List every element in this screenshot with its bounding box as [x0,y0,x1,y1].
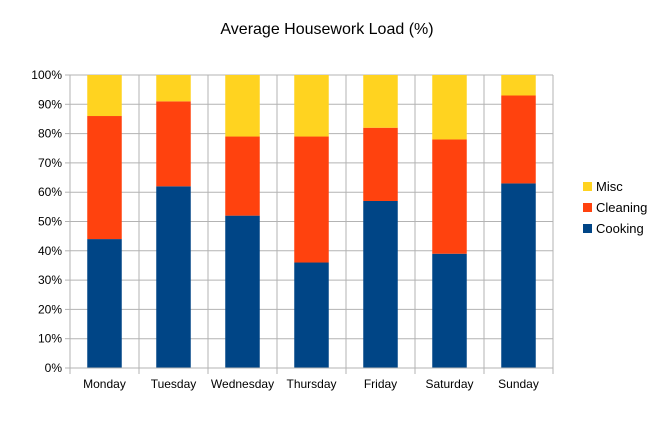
bar-cooking-friday [363,200,398,368]
bar-cleaning-monday [87,116,122,240]
bar-misc-saturday [432,75,467,140]
y-tick-label: 60% [38,185,62,199]
x-tick-label: Saturday [425,377,473,391]
legend-label: Misc [596,179,623,194]
bar-cleaning-wednesday [225,136,260,216]
x-tick-label: Thursday [286,377,336,391]
bar-cleaning-saturday [432,139,467,254]
legend-item-misc: Misc [583,179,623,194]
x-tick-label: Sunday [498,377,539,391]
legend-label: Cooking [596,221,644,236]
y-tick-label: 30% [38,273,62,287]
chart-title: Average Housework Load (%) [220,21,433,38]
axes: 0% 10% 20% 30% 40% 50% 60% 70% 80% 90% 100% Monday T… [31,68,553,391]
bar-cooking-monday [87,239,122,368]
y-tick-label: 20% [38,302,62,316]
bar-cooking-sunday [501,183,536,368]
x-tick-label: Friday [364,377,397,391]
bar-misc-thursday [294,75,329,137]
y-tick-label: 0% [45,361,63,375]
bar-cleaning-thursday [294,136,329,263]
y-tick-label: 100% [31,68,62,82]
bar-cooking-tuesday [156,186,191,368]
x-tick-label: Wednesday [211,377,274,391]
bar-misc-friday [363,75,398,128]
y-tick-label: 40% [38,244,62,258]
bar-cleaning-sunday [501,95,536,184]
y-tick-label: 80% [38,127,62,141]
y-tick-label: 90% [38,97,62,111]
bar-misc-tuesday [156,75,191,102]
bar-misc-monday [87,75,122,117]
y-tick-label: 70% [38,156,62,170]
y-tick-label: 10% [38,332,62,346]
legend-swatch [583,203,592,212]
bar-cooking-wednesday [225,215,260,368]
bars [87,75,536,368]
legend-swatch [583,182,592,191]
legend-swatch [583,224,592,233]
x-tick-label: Tuesday [151,377,197,391]
bar-misc-sunday [501,75,536,96]
legend-item-cooking: Cooking [583,221,644,236]
legend-label: Cleaning [596,200,647,215]
bar-cooking-saturday [432,253,467,368]
bar-cleaning-friday [363,127,398,201]
bar-cooking-thursday [294,262,329,368]
bar-cleaning-tuesday [156,101,191,187]
legend-item-cleaning: Cleaning [583,200,647,215]
bar-misc-wednesday [225,75,260,137]
x-tick-label: Monday [83,377,126,391]
y-tick-label: 50% [38,215,62,229]
legend: Misc Cleaning Cooking [583,179,647,236]
